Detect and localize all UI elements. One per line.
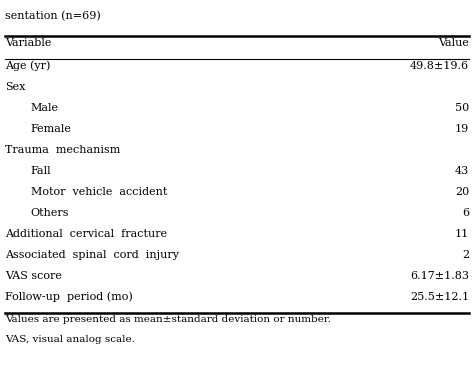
Text: Others: Others <box>31 208 69 218</box>
Text: Additional  cervical  fracture: Additional cervical fracture <box>5 229 167 239</box>
Text: 19: 19 <box>455 124 469 134</box>
Text: 11: 11 <box>455 229 469 239</box>
Text: Trauma  mechanism: Trauma mechanism <box>5 145 120 155</box>
Text: Value: Value <box>438 38 469 48</box>
Text: Sex: Sex <box>5 82 25 92</box>
Text: 6.17±1.83: 6.17±1.83 <box>410 271 469 281</box>
Text: Values are presented as mean±standard deviation or number.: Values are presented as mean±standard de… <box>5 315 331 324</box>
Text: VAS, visual analog scale.: VAS, visual analog scale. <box>5 334 135 344</box>
Text: sentation (n=69): sentation (n=69) <box>5 11 100 21</box>
Text: Fall: Fall <box>31 166 52 176</box>
Text: Female: Female <box>31 124 72 134</box>
Text: Variable: Variable <box>5 38 51 48</box>
Text: 2: 2 <box>462 250 469 260</box>
Text: 20: 20 <box>455 187 469 197</box>
Text: 6: 6 <box>462 208 469 218</box>
Text: 43: 43 <box>455 166 469 176</box>
Text: Male: Male <box>31 103 59 113</box>
Text: Motor  vehicle  accident: Motor vehicle accident <box>31 187 167 197</box>
Text: VAS score: VAS score <box>5 271 62 281</box>
Text: 50: 50 <box>455 103 469 113</box>
Text: Age (yr): Age (yr) <box>5 61 50 71</box>
Text: Associated  spinal  cord  injury: Associated spinal cord injury <box>5 250 179 260</box>
Text: 25.5±12.1: 25.5±12.1 <box>410 292 469 302</box>
Text: 49.8±19.6: 49.8±19.6 <box>410 61 469 71</box>
Text: Follow-up  period (mo): Follow-up period (mo) <box>5 292 133 302</box>
